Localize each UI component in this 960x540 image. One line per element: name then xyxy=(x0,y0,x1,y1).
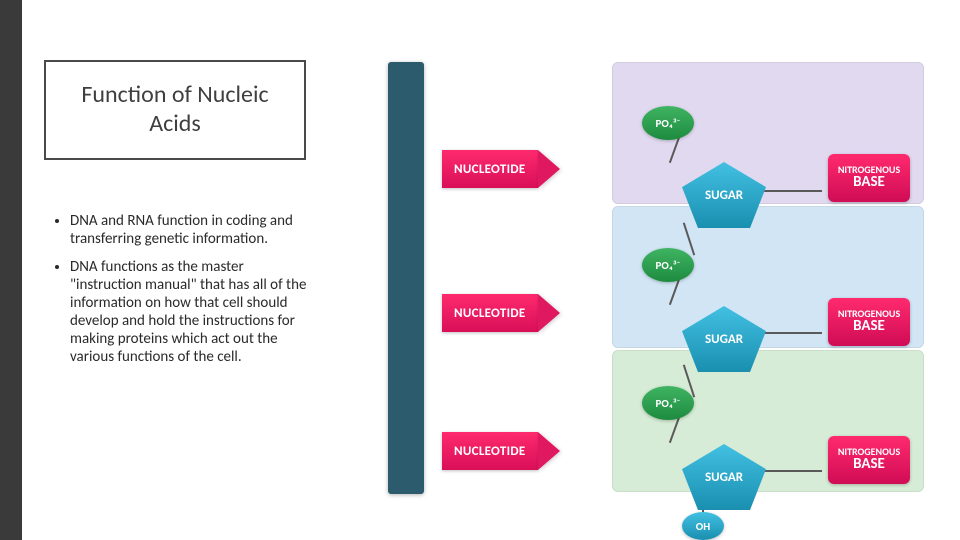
nucleotide-arrow: NUCLEOTIDE xyxy=(442,432,560,470)
page-title: Function of Nucleic Acids xyxy=(54,81,296,139)
connector xyxy=(762,190,822,192)
sugar-label: SUGAR xyxy=(705,188,743,203)
nucleotide-diagram: NUCLEOTIDE PO₄³⁻ SUGAR NITROGENOUS BASE … xyxy=(432,62,932,494)
left-rail xyxy=(0,0,22,540)
base-label-line2: BASE xyxy=(838,175,900,191)
base-label-line2: BASE xyxy=(838,319,900,335)
bullet-item: DNA and RNA function in coding and trans… xyxy=(70,212,312,248)
nucleotide-label: NUCLEOTIDE xyxy=(442,432,538,470)
nitrogenous-base: NITROGENOUS BASE xyxy=(828,154,910,202)
phosphate-label: PO₄³⁻ xyxy=(656,117,681,130)
phosphate-group: PO₄³⁻ xyxy=(642,106,694,140)
arrow-head-icon xyxy=(538,150,560,188)
phosphate-label: PO₄³⁻ xyxy=(656,259,681,272)
phosphate-group: PO₄³⁻ xyxy=(642,248,694,282)
title-box: Function of Nucleic Acids xyxy=(44,60,306,160)
oh-group: OH xyxy=(682,512,724,540)
phosphate-label: PO₄³⁻ xyxy=(656,397,681,410)
nucleotide-label: NUCLEOTIDE xyxy=(442,294,538,332)
bullet-item: DNA functions as the master "instruction… xyxy=(70,258,312,366)
connector xyxy=(762,332,822,334)
oh-label: OH xyxy=(696,520,710,533)
vertical-bar xyxy=(388,62,424,494)
arrow-head-icon xyxy=(538,294,560,332)
nitrogenous-base: NITROGENOUS BASE xyxy=(828,436,910,484)
bullet-list: DNA and RNA function in coding and trans… xyxy=(52,212,312,376)
phosphate-group: PO₄³⁻ xyxy=(642,386,694,420)
sugar-label: SUGAR xyxy=(705,332,743,347)
base-label-line2: BASE xyxy=(838,457,900,473)
sugar-label: SUGAR xyxy=(705,470,743,485)
nitrogenous-base: NITROGENOUS BASE xyxy=(828,298,910,346)
arrow-head-icon xyxy=(538,432,560,470)
nucleotide-label: NUCLEOTIDE xyxy=(442,150,538,188)
nucleotide-arrow: NUCLEOTIDE xyxy=(442,150,560,188)
connector xyxy=(762,470,822,472)
nucleotide-arrow: NUCLEOTIDE xyxy=(442,294,560,332)
